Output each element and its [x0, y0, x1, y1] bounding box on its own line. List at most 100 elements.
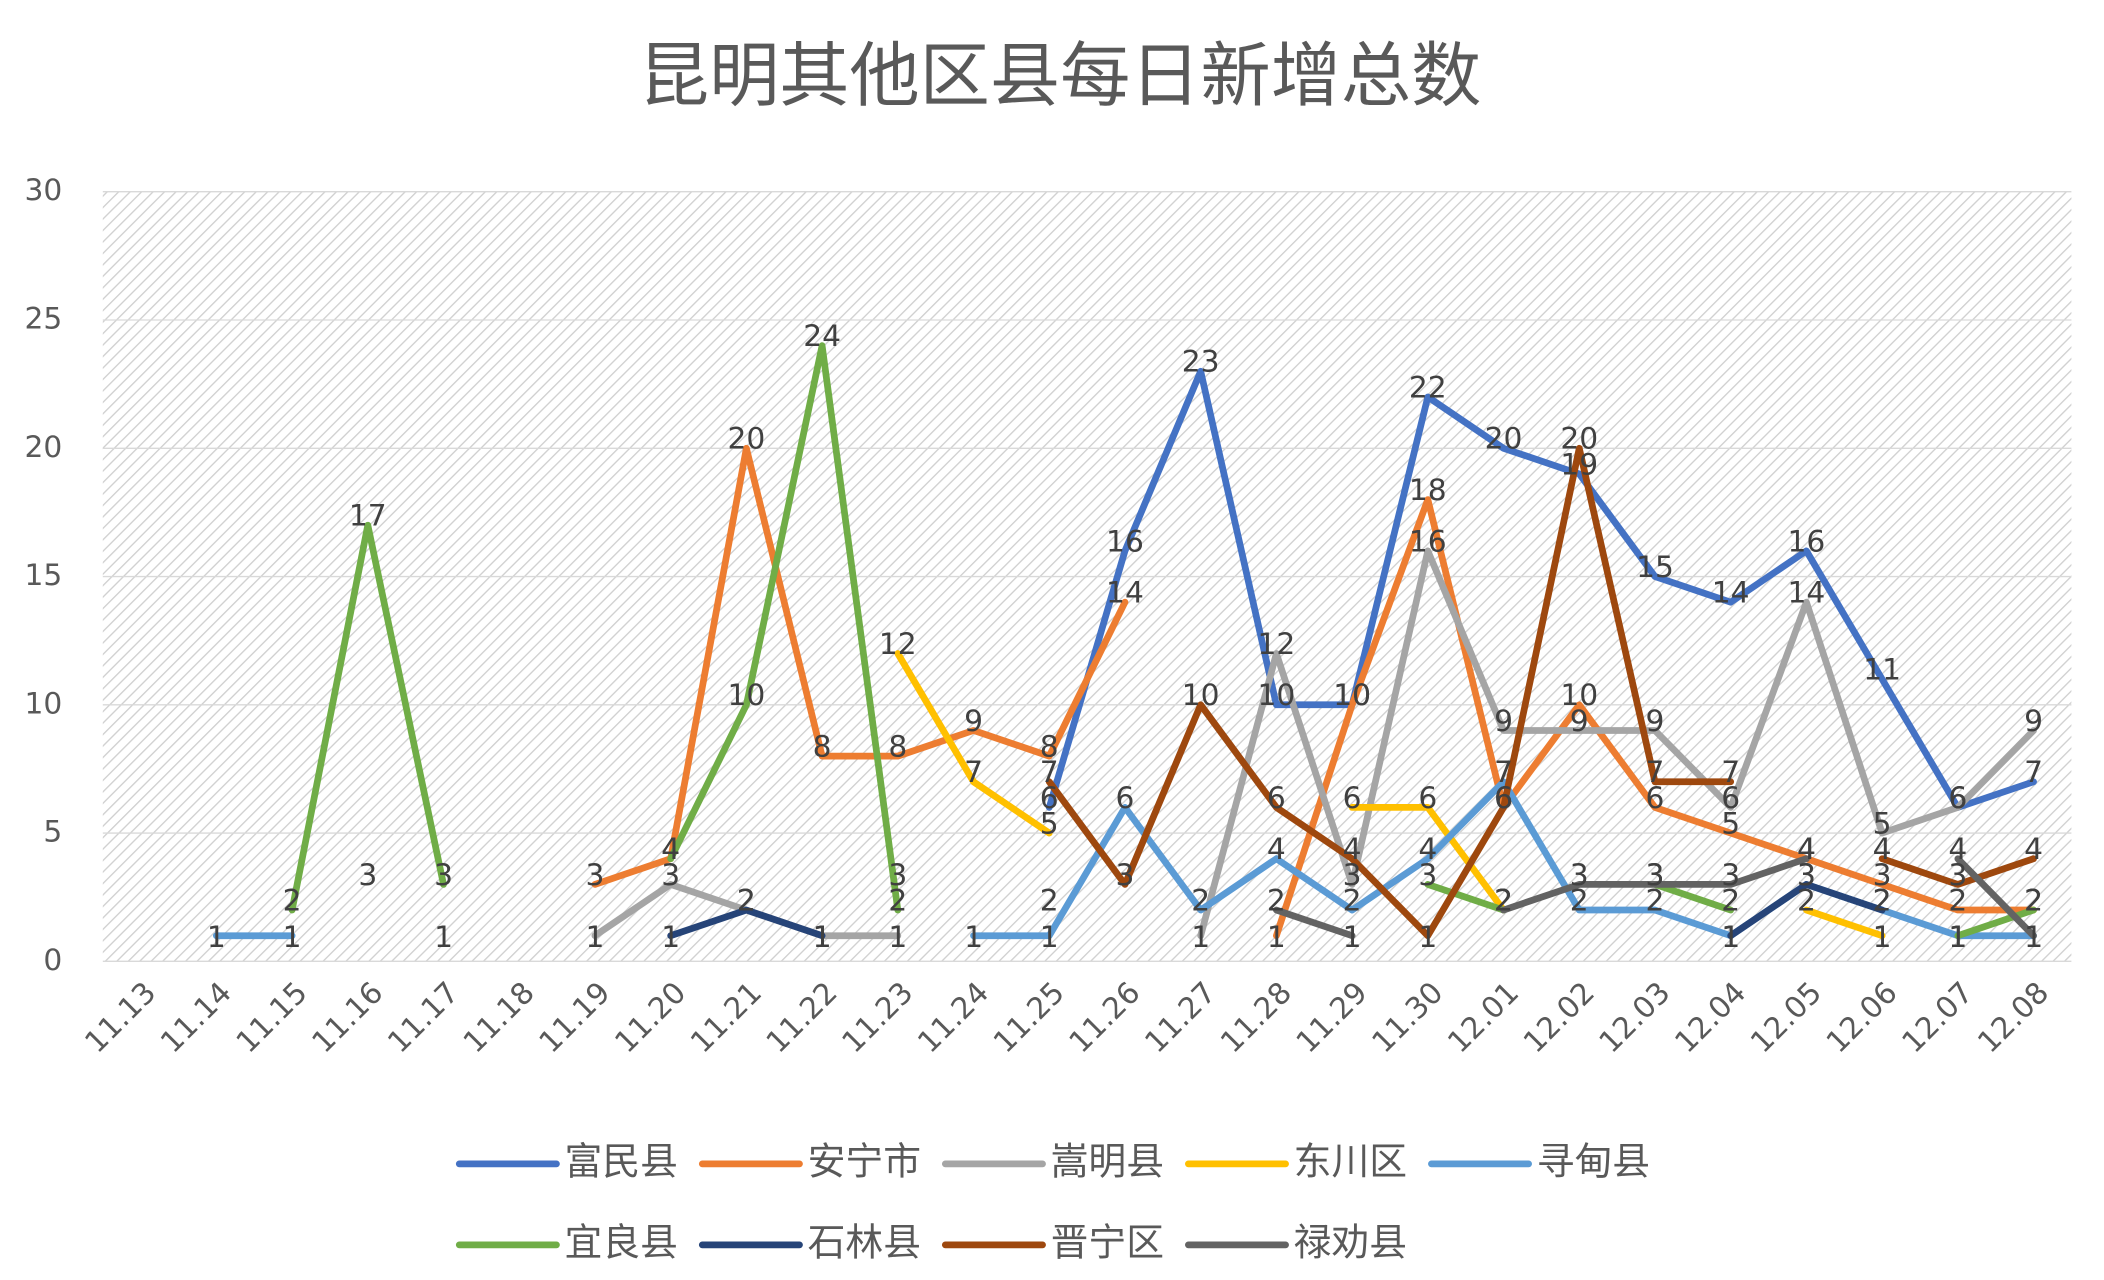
data-label: 3 — [1116, 858, 1135, 893]
x-tick-label: 11.17 — [381, 975, 466, 1060]
data-label: 2 — [1267, 883, 1286, 918]
x-tick-label: 12.05 — [1744, 975, 1829, 1060]
legend-label: 富民县 — [565, 1139, 678, 1183]
data-label: 1 — [1191, 920, 1210, 955]
series-line — [288, 342, 2037, 940]
data-label: 7 — [1494, 755, 1513, 790]
data-label: 6 — [1494, 781, 1513, 816]
data-label: 2 — [2024, 883, 2043, 918]
y-tick-label: 5 — [43, 815, 62, 850]
y-tick-label: 15 — [25, 558, 63, 593]
data-label: 2 — [1191, 883, 1210, 918]
data-label: 6 — [1646, 781, 1665, 816]
data-label: 1 — [586, 920, 605, 955]
data-label: 1 — [207, 920, 226, 955]
data-label: 1 — [964, 920, 983, 955]
data-label: 4 — [1797, 832, 1816, 867]
data-label: 15 — [1636, 550, 1674, 585]
data-label: 6 — [1040, 781, 1059, 816]
data-label: 6 — [1267, 781, 1286, 816]
data-label: 7 — [1646, 755, 1665, 790]
data-label: 1 — [1267, 920, 1286, 955]
data-label: 16 — [1788, 524, 1826, 559]
data-label: 2 — [1797, 883, 1816, 918]
series-line — [667, 881, 1886, 940]
data-label: 2 — [737, 883, 756, 918]
legend-label: 宜良县 — [565, 1220, 678, 1264]
data-label: 1 — [1721, 920, 1740, 955]
data-label: 5 — [1873, 806, 1892, 841]
data-label: 2 — [1721, 883, 1740, 918]
legend-label: 嵩明县 — [1051, 1139, 1164, 1183]
data-label: 7 — [1721, 755, 1740, 790]
data-label: 4 — [1343, 832, 1362, 867]
data-label: 1 — [283, 920, 302, 955]
data-label: 6 — [1948, 781, 1967, 816]
data-label: 1 — [2024, 920, 2043, 955]
x-tick-label: 11.23 — [835, 975, 920, 1060]
data-label: 20 — [1560, 422, 1598, 457]
series-line — [1045, 444, 2037, 940]
data-label: 3 — [1646, 858, 1665, 893]
x-tick-label: 11.21 — [684, 975, 769, 1060]
data-label: 2 — [1343, 883, 1362, 918]
legend-label: 安宁市 — [808, 1139, 921, 1183]
x-tick-label: 11.13 — [78, 975, 163, 1060]
data-label: 22 — [1409, 370, 1447, 405]
legend-label: 禄劝县 — [1294, 1220, 1407, 1264]
data-label: 4 — [661, 832, 680, 867]
data-label: 4 — [1948, 832, 1967, 867]
data-label: 12 — [879, 627, 917, 662]
legend-label: 寻甸县 — [1537, 1139, 1650, 1183]
data-label: 3 — [1873, 858, 1892, 893]
data-label: 1 — [1721, 920, 1740, 955]
data-label: 2 — [283, 883, 302, 918]
data-label: 4 — [661, 832, 680, 867]
y-tick-label: 20 — [25, 430, 63, 465]
x-tick-label: 11.22 — [760, 975, 845, 1060]
legend-label: 石林县 — [808, 1220, 921, 1264]
data-label: 7 — [964, 755, 983, 790]
x-tick-label: 12.06 — [1820, 975, 1905, 1060]
x-tick-label: 11.28 — [1214, 975, 1299, 1060]
data-label: 2 — [1494, 883, 1513, 918]
data-label: 6 — [1721, 781, 1740, 816]
data-label: 16 — [1106, 524, 1144, 559]
y-tick-label: 10 — [25, 686, 63, 721]
data-label: 17 — [349, 499, 387, 534]
data-label: 9 — [1570, 704, 1589, 739]
x-tick-label: 12.01 — [1441, 975, 1526, 1060]
data-label: 4 — [1873, 832, 1892, 867]
data-label: 1 — [434, 920, 453, 955]
data-label: 8 — [813, 730, 832, 765]
data-label: 7 — [2024, 755, 2043, 790]
data-label: 3 — [888, 858, 907, 893]
series-line — [591, 444, 2037, 940]
data-label: 18 — [1409, 473, 1447, 508]
data-label: 3 — [1570, 858, 1589, 893]
data-label: 3 — [1797, 858, 1816, 893]
data-label: 24 — [803, 319, 841, 354]
data-label: 10 — [1258, 678, 1296, 713]
x-tick-label: 11.15 — [230, 975, 315, 1060]
data-label: 2 — [1570, 883, 1589, 918]
data-label: 14 — [1106, 576, 1144, 611]
data-label: 6 — [1494, 781, 1513, 816]
data-label: 3 — [1646, 858, 1665, 893]
y-tick-label: 25 — [25, 302, 63, 337]
x-tick-label: 11.14 — [154, 975, 239, 1060]
data-label: 9 — [1646, 704, 1665, 739]
data-label: 6 — [1116, 781, 1135, 816]
data-label: 1 — [888, 920, 907, 955]
x-tick-label: 11.30 — [1365, 975, 1450, 1060]
x-tick-label: 11.26 — [1063, 975, 1148, 1060]
data-label: 14 — [1712, 576, 1750, 611]
data-label: 6 — [1418, 781, 1437, 816]
data-label: 2 — [1873, 883, 1892, 918]
data-label: 23 — [1182, 345, 1220, 380]
data-label: 1 — [813, 920, 832, 955]
data-label: 2 — [1948, 883, 1967, 918]
data-label: 20 — [1485, 422, 1523, 457]
data-label: 2 — [1040, 883, 1059, 918]
